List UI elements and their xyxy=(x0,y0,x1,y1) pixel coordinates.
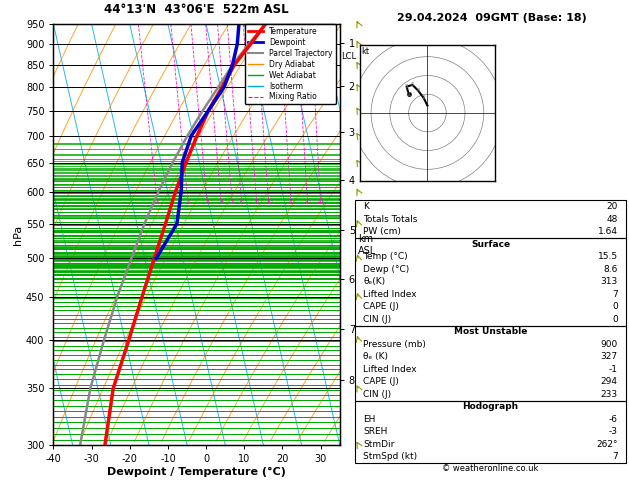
Bar xyxy=(355,238,626,326)
Bar xyxy=(355,201,626,238)
Text: Dewp (°C): Dewp (°C) xyxy=(364,265,409,274)
Text: 8.6: 8.6 xyxy=(603,265,618,274)
Text: 6: 6 xyxy=(240,199,244,204)
Text: 262°: 262° xyxy=(596,440,618,449)
Text: SREH: SREH xyxy=(364,427,388,436)
Text: 29.04.2024  09GMT (Base: 18): 29.04.2024 09GMT (Base: 18) xyxy=(398,13,587,23)
Text: 2: 2 xyxy=(422,95,425,101)
Bar xyxy=(355,400,626,463)
Text: θₑ (K): θₑ (K) xyxy=(364,352,389,362)
Text: 0: 0 xyxy=(612,302,618,312)
Text: θₑ(K): θₑ(K) xyxy=(364,278,386,286)
Text: CAPE (J): CAPE (J) xyxy=(364,378,399,386)
Text: 25: 25 xyxy=(317,199,325,204)
Text: 15: 15 xyxy=(287,199,295,204)
Text: StmDir: StmDir xyxy=(364,440,395,449)
Text: 20: 20 xyxy=(606,202,618,211)
Y-axis label: km
ASL: km ASL xyxy=(358,235,376,256)
Text: 5: 5 xyxy=(231,199,235,204)
Text: 0: 0 xyxy=(612,315,618,324)
Y-axis label: hPa: hPa xyxy=(13,225,23,244)
Text: 233: 233 xyxy=(601,390,618,399)
Text: 10: 10 xyxy=(265,199,273,204)
X-axis label: Dewpoint / Temperature (°C): Dewpoint / Temperature (°C) xyxy=(107,467,286,477)
Text: 4: 4 xyxy=(416,88,420,93)
Text: 7: 7 xyxy=(612,290,618,299)
Text: 3: 3 xyxy=(205,199,209,204)
Text: LCL: LCL xyxy=(341,52,356,61)
Text: © weatheronline.co.uk: © weatheronline.co.uk xyxy=(442,465,539,473)
Text: -1: -1 xyxy=(609,365,618,374)
Legend: Temperature, Dewpoint, Parcel Trajectory, Dry Adiabat, Wet Adiabat, Isotherm, Mi: Temperature, Dewpoint, Parcel Trajectory… xyxy=(245,24,336,104)
Text: 313: 313 xyxy=(601,278,618,286)
Text: kt: kt xyxy=(362,47,370,56)
Text: CIN (J): CIN (J) xyxy=(364,390,392,399)
Text: 327: 327 xyxy=(601,352,618,362)
Text: 4: 4 xyxy=(220,199,223,204)
Text: 294: 294 xyxy=(601,378,618,386)
Text: PW (cm): PW (cm) xyxy=(364,227,401,236)
Text: 8: 8 xyxy=(255,199,259,204)
Text: CAPE (J): CAPE (J) xyxy=(364,302,399,312)
Text: 8: 8 xyxy=(405,84,408,89)
Text: Totals Totals: Totals Totals xyxy=(364,215,418,224)
Bar xyxy=(355,326,626,400)
Text: 15.5: 15.5 xyxy=(598,252,618,261)
Text: 48: 48 xyxy=(606,215,618,224)
Text: 1.64: 1.64 xyxy=(598,227,618,236)
Text: 7: 7 xyxy=(612,452,618,461)
Text: -6: -6 xyxy=(609,415,618,424)
Text: 900: 900 xyxy=(601,340,618,349)
Text: 1: 1 xyxy=(155,199,159,204)
Text: EH: EH xyxy=(364,415,376,424)
Text: Surface: Surface xyxy=(471,240,510,249)
Text: Lifted Index: Lifted Index xyxy=(364,290,417,299)
Text: 6: 6 xyxy=(411,82,414,87)
Text: Temp (°C): Temp (°C) xyxy=(364,252,408,261)
Text: Lifted Index: Lifted Index xyxy=(364,365,417,374)
Text: StmSpd (kt): StmSpd (kt) xyxy=(364,452,418,461)
Text: Hodograph: Hodograph xyxy=(462,402,519,412)
Text: 20: 20 xyxy=(304,199,311,204)
Text: Most Unstable: Most Unstable xyxy=(454,328,527,336)
Text: 2: 2 xyxy=(186,199,191,204)
Text: 44°13'N  43°06'E  522m ASL: 44°13'N 43°06'E 522m ASL xyxy=(104,3,289,16)
Text: CIN (J): CIN (J) xyxy=(364,315,392,324)
Text: 10: 10 xyxy=(405,92,412,97)
Text: -3: -3 xyxy=(609,427,618,436)
Text: Pressure (mb): Pressure (mb) xyxy=(364,340,426,349)
Text: K: K xyxy=(364,202,369,211)
